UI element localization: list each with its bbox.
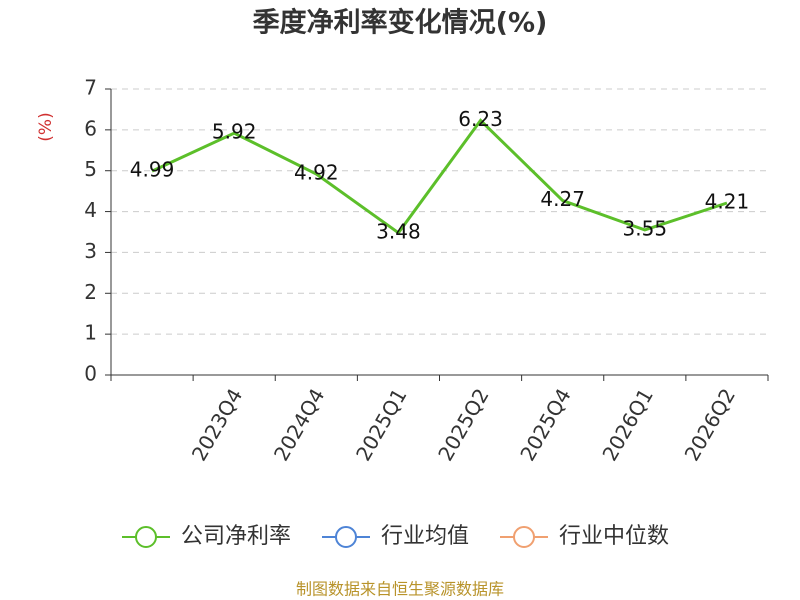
data-label: 5.92 xyxy=(212,120,257,144)
data-label: 4.21 xyxy=(705,189,750,213)
x-tick-label: 2023Q4 xyxy=(187,384,247,465)
source-note: 制图数据来自恒生聚源数据库 xyxy=(296,580,504,599)
x-tick-label: 2025Q1 xyxy=(351,384,411,465)
y-tick-label: 5 xyxy=(84,157,97,181)
chart-title: 季度净利率变化情况(%) xyxy=(253,7,548,39)
x-tick-label: 2026Q1 xyxy=(597,384,657,465)
y-tick-label: 3 xyxy=(84,239,97,263)
y-axis-label: (%) xyxy=(36,112,56,141)
x-tick-label: 2026Q2 xyxy=(680,384,740,465)
series-line xyxy=(151,118,728,235)
y-tick-label: 7 xyxy=(84,76,97,100)
legend-marker xyxy=(513,526,535,548)
legend-label: 行业均值 xyxy=(381,524,469,549)
y-tick-label: 1 xyxy=(84,321,97,345)
legend-marker xyxy=(135,526,157,548)
x-tick-label: 2024Q4 xyxy=(269,384,329,465)
x-tick-label: 2025Q4 xyxy=(515,384,575,465)
data-label: 4.92 xyxy=(294,160,339,184)
data-label: 6.23 xyxy=(458,107,503,131)
y-tick-label: 6 xyxy=(84,116,97,140)
y-tick-label: 0 xyxy=(84,362,97,386)
data-label: 3.55 xyxy=(623,216,668,240)
legend-marker xyxy=(335,526,357,548)
data-label: 4.99 xyxy=(130,158,175,182)
x-tick-label: 2025Q2 xyxy=(433,384,493,465)
legend-label: 行业中位数 xyxy=(559,524,669,549)
legend-label: 公司净利率 xyxy=(181,524,291,549)
data-label: 4.27 xyxy=(540,187,585,211)
y-tick-label: 2 xyxy=(84,280,97,304)
y-tick-label: 4 xyxy=(84,198,97,222)
data-label: 3.48 xyxy=(376,219,421,243)
